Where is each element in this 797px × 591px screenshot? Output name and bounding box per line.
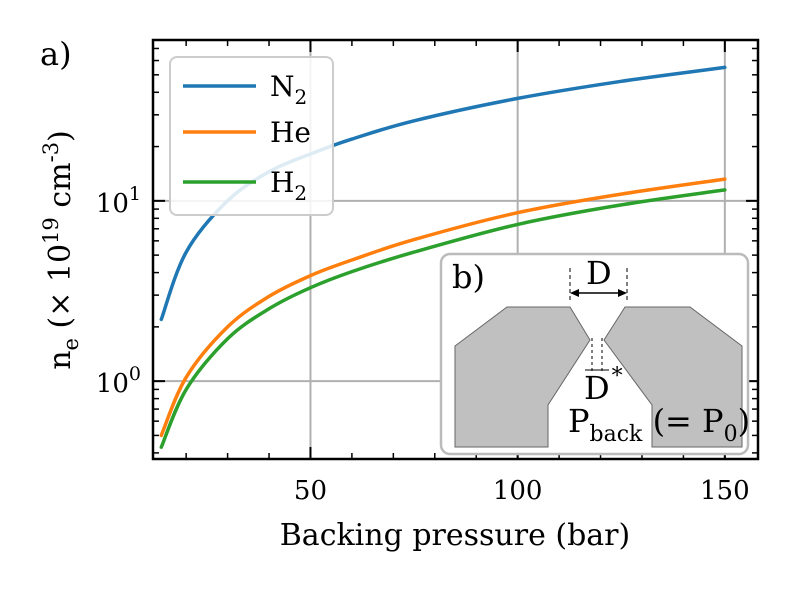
pressure-label: Pback (= P0) — [568, 402, 750, 447]
nozzle-inset: b) D D* Pback (= P0) — [439, 252, 750, 456]
x-tick-label-150: 150 — [700, 476, 750, 506]
x-tick-label-50: 50 — [294, 476, 327, 506]
nozzle-right-wall — [603, 306, 743, 448]
legend-entry-n2: N2 — [270, 70, 307, 109]
x-tick-label-100: 100 — [493, 476, 543, 506]
series-layer — [159, 65, 727, 449]
inset-panel-label: b) — [452, 258, 485, 296]
x-tick-labels: 50 100 150 — [294, 476, 750, 506]
y-tick-label-10e0: 100 — [96, 363, 141, 399]
legend: N2 He H2 — [169, 56, 334, 216]
y-tick-labels: 100 101 — [96, 183, 141, 399]
panel-label-a: a) — [40, 35, 72, 73]
exit-diameter-label: D — [586, 254, 612, 292]
exit-arrowhead-left — [570, 289, 579, 297]
legend-frame — [169, 56, 334, 216]
plot-frame — [151, 38, 760, 461]
nozzle-left-wall — [454, 306, 591, 448]
exit-arrowhead-right — [618, 289, 627, 297]
throat-diameter-label: D* — [584, 364, 623, 407]
legend-entry-h2: H2 — [270, 166, 307, 205]
y-tick-label-10e1: 101 — [96, 183, 141, 219]
legend-entry-he: He — [270, 116, 311, 149]
x-axis-label: Backing pressure (bar) — [280, 518, 630, 553]
y-axis-label: ne (× 1019 cm-3) — [39, 130, 83, 370]
series-line-he — [159, 177, 727, 438]
series-line-n2 — [159, 65, 727, 322]
series-line-h2 — [159, 188, 727, 449]
